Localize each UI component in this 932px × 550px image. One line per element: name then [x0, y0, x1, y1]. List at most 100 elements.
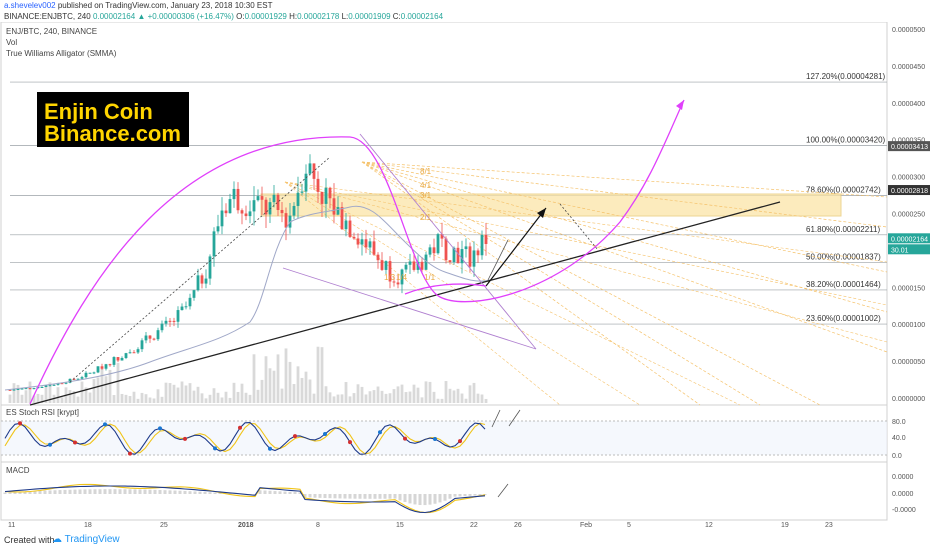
price-badge-label: 0.00003413: [891, 144, 928, 151]
volume-bar: [104, 376, 108, 403]
candle-body: [324, 187, 328, 204]
candle-body: [396, 282, 400, 285]
target-arrow[interactable]: [485, 207, 547, 287]
volume-bar: [464, 398, 468, 403]
candle-body: [264, 199, 268, 215]
candle-body: [300, 191, 304, 193]
volume-bar: [28, 381, 32, 403]
volume-bar: [148, 397, 152, 403]
candle-body: [192, 290, 196, 298]
stoch-dot-blue: [213, 446, 217, 451]
fib-label: 78.60%(0.00002742): [806, 186, 881, 195]
time-axis[interactable]: 11 18 25 2018 8 15 22 26 Feb 5 12 19 23: [8, 522, 833, 529]
macd-hist-bar: [113, 489, 117, 494]
lower-channel-line[interactable]: [282, 267, 537, 350]
volume-bar: [248, 394, 252, 403]
author-link[interactable]: a.shevelev002: [4, 1, 56, 10]
stoch-dot-blue: [48, 442, 52, 447]
macd-hist-bar: [68, 489, 72, 494]
macd-arrow-up: [497, 483, 509, 498]
macd-hist-bar: [3, 492, 7, 494]
candle-body: [448, 260, 452, 263]
macd-hist-bar: [38, 490, 42, 494]
macd-hist-bar: [473, 494, 477, 496]
candle-body: [392, 281, 396, 283]
candle-body: [204, 278, 208, 284]
fan-line: [284, 181, 888, 343]
volume-bar: [412, 384, 416, 403]
support-trendline[interactable]: [29, 201, 781, 406]
fan-label-1-4: 1/4: [396, 273, 408, 282]
macd-hist-bar: [78, 489, 82, 494]
volume-bar: [20, 394, 24, 403]
volume-bar: [96, 377, 100, 403]
volume-bar: [264, 356, 268, 403]
price-tick: 0.0000500: [892, 27, 925, 34]
volume-bar: [60, 397, 64, 403]
macd-hist-bar: [348, 494, 352, 499]
dotted-projection[interactable]: [69, 156, 331, 383]
macd-hist-bar: [293, 492, 297, 494]
volume-bar: [396, 386, 400, 403]
macd-hist-bar: [58, 490, 62, 494]
candle-body: [220, 210, 224, 227]
price-tick: 0.0000250: [892, 212, 925, 219]
time-tick: Feb: [580, 522, 592, 529]
macd-hist-bar: [53, 490, 57, 494]
dotted-pullback[interactable]: [559, 203, 599, 251]
volume-bar: [472, 382, 476, 403]
candle-body: [224, 210, 228, 214]
volume-bar: [480, 394, 484, 403]
candle-body: [52, 384, 56, 386]
candle-body: [136, 349, 140, 353]
macd-hist-bar: [173, 490, 177, 494]
macd-hist-bar: [403, 494, 407, 503]
volume-bar: [56, 387, 60, 403]
candle-body: [464, 246, 468, 250]
open-label: O:: [236, 12, 245, 21]
macd-hist-bar: [373, 494, 377, 499]
price-arc[interactable]: [29, 99, 685, 405]
volume-bar: [16, 384, 20, 403]
volume-bar: [408, 391, 412, 403]
macd-hist-bar: [138, 489, 142, 494]
candle-body: [56, 383, 60, 385]
banner-line2: Binance.com: [44, 121, 181, 146]
chart-area[interactable]: 127.20%(0.00004281) 100.00%(0.00003420) 78…: [0, 22, 932, 530]
candle-body: [148, 335, 152, 339]
time-tick: 18: [84, 522, 92, 529]
price-badge: [888, 141, 930, 152]
price-axis[interactable]: 0.00005000.00004500.00004000.00003500.00…: [892, 27, 925, 403]
candle-body: [32, 388, 36, 390]
macd-hist-bar: [468, 494, 472, 496]
price-badge: [888, 244, 930, 255]
macd-tick-2: 0.0000: [892, 491, 914, 498]
candle-body: [380, 260, 384, 270]
volume-bar: [336, 394, 340, 403]
fan-line: [361, 161, 888, 228]
candle-body: [120, 358, 124, 361]
candle-body: [80, 377, 84, 379]
upper-channel-line[interactable]: [359, 133, 537, 350]
candle-body: [184, 306, 188, 308]
candle-body: [72, 378, 76, 380]
small-arrow[interactable]: [487, 239, 509, 281]
macd-hist-bar: [158, 490, 162, 494]
price-badge-label: 0.00002164: [891, 236, 928, 243]
candle-body: [340, 207, 344, 230]
candle-body: [408, 261, 412, 265]
stoch-dot-red: [183, 436, 187, 441]
candle-body: [484, 234, 488, 244]
volume-bar: [316, 346, 320, 403]
macd-hist-bar: [83, 489, 87, 494]
banner-line1: Enjin Coin: [44, 99, 153, 124]
candle-body: [16, 389, 20, 391]
volume-bar: [48, 382, 52, 403]
tradingview-logo[interactable]: ☁ TradingView: [52, 534, 120, 545]
volume-bar: [352, 393, 356, 403]
candle-body: [68, 378, 72, 383]
rsi-band: [1, 421, 887, 455]
macd-hist-bar: [343, 494, 347, 499]
price-tick: 0.0000300: [892, 175, 925, 182]
macd-hist-bar: [358, 494, 362, 499]
